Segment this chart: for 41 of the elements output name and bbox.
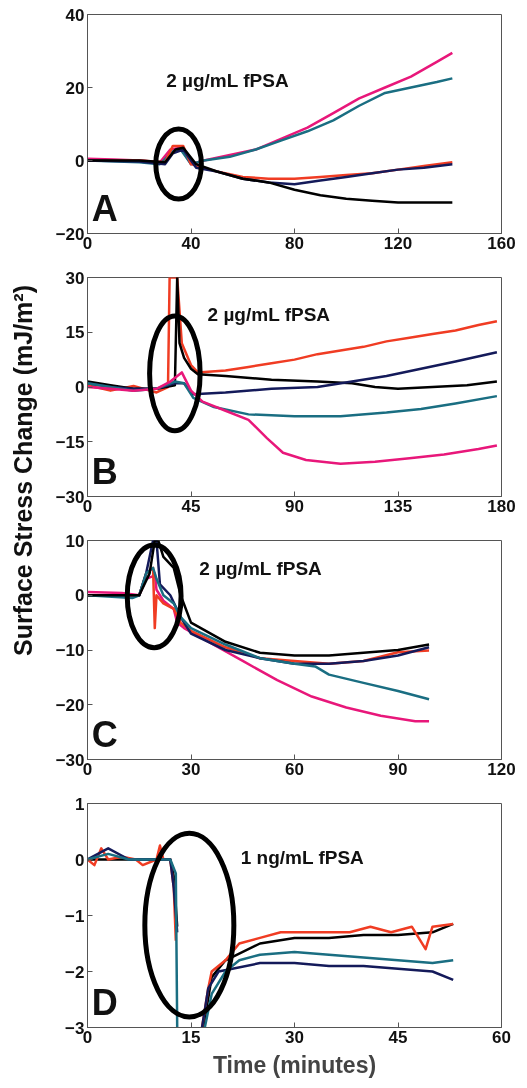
y-tick-label: 0 bbox=[75, 850, 85, 870]
x-tick-label: 40 bbox=[181, 233, 201, 253]
annotation: B bbox=[91, 451, 118, 493]
x-tick-label: 135 bbox=[383, 496, 413, 516]
y-tick-label: −2 bbox=[65, 962, 85, 982]
x-tick-label: 30 bbox=[285, 1027, 304, 1047]
y-tick-label: −10 bbox=[55, 641, 85, 660]
x-tick-label: 80 bbox=[285, 233, 304, 253]
annotation: D bbox=[91, 982, 118, 1024]
x-axis-title: Time (minutes) bbox=[212, 1051, 377, 1078]
y-tick-label: 1 bbox=[75, 794, 85, 814]
y-tick-label: 40 bbox=[65, 5, 85, 25]
y-tick-label: 0 bbox=[75, 151, 85, 171]
annotation: 2 µg/mL fPSA bbox=[207, 304, 331, 326]
annotation: 1 ng/mL fPSA bbox=[240, 846, 365, 868]
y-tick-label: −20 bbox=[55, 695, 85, 715]
y-tick-label: 30 bbox=[65, 268, 85, 288]
x-tick-label: 180 bbox=[487, 496, 516, 516]
x-tick-label: 90 bbox=[285, 496, 304, 516]
y-tick-label: 0 bbox=[75, 378, 85, 397]
x-tick-label: 60 bbox=[492, 1027, 511, 1047]
annotation: 2 µg/mL fPSA bbox=[199, 558, 323, 580]
x-tick-label: 120 bbox=[383, 233, 413, 253]
annotation: 2 µg/mL fPSA bbox=[166, 69, 289, 91]
x-tick-label: 120 bbox=[487, 759, 516, 779]
y-axis-title: Surface Stress Change (mJ/m²) bbox=[8, 285, 37, 656]
x-tick-label: 60 bbox=[285, 759, 304, 779]
x-tick-label: 90 bbox=[388, 759, 408, 779]
x-tick-label: 45 bbox=[388, 1027, 408, 1047]
annotation: A bbox=[91, 188, 118, 230]
y-tick-label: 20 bbox=[65, 78, 85, 98]
y-tick-label: 10 bbox=[65, 531, 85, 551]
x-tick-label: 45 bbox=[181, 496, 201, 516]
y-tick-label: −15 bbox=[55, 432, 85, 452]
annotation: C bbox=[91, 714, 118, 756]
y-tick-label: 15 bbox=[65, 323, 85, 343]
x-tick-label: 30 bbox=[181, 759, 201, 779]
y-tick-label: −1 bbox=[65, 906, 85, 926]
x-tick-label: 160 bbox=[487, 233, 516, 253]
y-tick-label: 0 bbox=[75, 586, 85, 606]
x-tick-label: 15 bbox=[181, 1027, 201, 1047]
